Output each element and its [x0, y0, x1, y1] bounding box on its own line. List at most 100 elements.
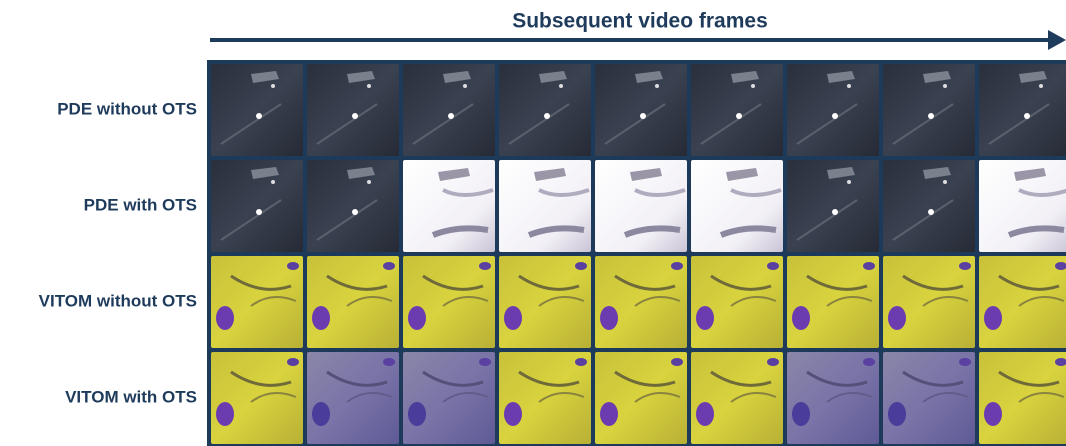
- instrument: [827, 71, 855, 83]
- marker-spot: [312, 402, 330, 426]
- frame-image: [979, 352, 1066, 444]
- instrument: [635, 71, 663, 83]
- video-frame: [307, 160, 399, 252]
- video-frame: [979, 352, 1066, 444]
- video-frame: [883, 64, 975, 156]
- tissue-fold: [422, 370, 484, 387]
- tissue-edge: [634, 188, 686, 197]
- video-frame: [403, 256, 495, 348]
- video-frame: [211, 352, 303, 444]
- tissue-fold: [1018, 392, 1065, 403]
- video-frame: [595, 64, 687, 156]
- tissue-edge: [700, 103, 762, 145]
- tissue-fold: [518, 370, 580, 387]
- glint: [448, 113, 454, 119]
- cells: [211, 64, 1066, 444]
- marker-spot: [696, 402, 714, 426]
- glint: [943, 84, 947, 88]
- marker-spot: [479, 262, 491, 270]
- tissue-edge: [796, 103, 858, 145]
- row-label: VITOM with OTS: [65, 387, 197, 406]
- frame-image: [883, 64, 975, 156]
- instrument: [726, 168, 758, 181]
- video-frame: [499, 352, 591, 444]
- glint: [1039, 84, 1043, 88]
- frame-image: [691, 64, 783, 156]
- video-frame: [787, 64, 879, 156]
- tissue-fold: [518, 274, 580, 291]
- tissue-fold: [614, 370, 676, 387]
- tissue-fold: [538, 296, 585, 307]
- tissue-edge: [604, 103, 666, 145]
- glint: [1024, 113, 1030, 119]
- marker-spot: [600, 306, 618, 330]
- tissue-fold: [902, 370, 964, 387]
- tissue-fold: [730, 296, 777, 307]
- glint: [832, 113, 838, 119]
- glint: [751, 84, 755, 88]
- video-frame: [979, 64, 1066, 156]
- tissue-edge: [623, 225, 681, 238]
- video-frame: [883, 256, 975, 348]
- tissue-fold: [998, 370, 1060, 387]
- glint: [943, 180, 947, 184]
- tissue-fold: [326, 370, 388, 387]
- instrument: [923, 71, 951, 83]
- marker-spot: [383, 358, 395, 366]
- tissue-fold: [710, 274, 772, 291]
- glint: [544, 113, 550, 119]
- marker-spot: [312, 306, 330, 330]
- glint: [463, 84, 467, 88]
- glint: [256, 113, 262, 119]
- marker-spot: [600, 402, 618, 426]
- tissue-fold: [250, 392, 297, 403]
- marker-spot: [408, 402, 426, 426]
- instrument: [1014, 168, 1046, 181]
- tissue-edge: [316, 103, 378, 145]
- instrument: [1019, 71, 1047, 83]
- marker-spot: [408, 306, 426, 330]
- video-frame: [883, 352, 975, 444]
- tissue-edge: [988, 103, 1050, 145]
- tissue-fold: [826, 392, 873, 403]
- instrument: [438, 168, 470, 181]
- marker-spot: [671, 262, 683, 270]
- instrument: [347, 71, 375, 83]
- tissue-edge: [508, 103, 570, 145]
- marker-spot: [696, 306, 714, 330]
- instrument: [539, 71, 567, 83]
- marker-spot: [216, 402, 234, 426]
- tissue-fold: [806, 274, 868, 291]
- video-frame: [403, 160, 495, 252]
- frame-image: [307, 64, 399, 156]
- marker-spot: [575, 358, 587, 366]
- tissue-edge: [892, 199, 954, 241]
- instrument: [251, 167, 279, 179]
- marker-spot: [767, 358, 779, 366]
- instrument: [347, 167, 375, 179]
- glint: [367, 180, 371, 184]
- tissue-edge: [796, 199, 858, 241]
- frame-image: [403, 64, 495, 156]
- tissue-fold: [902, 274, 964, 291]
- glint: [736, 113, 742, 119]
- tissue-fold: [250, 296, 297, 307]
- tissue-fold: [730, 392, 777, 403]
- tissue-edge: [538, 188, 590, 197]
- frame-image: [787, 64, 879, 156]
- tissue-fold: [1018, 296, 1065, 307]
- instrument: [534, 168, 566, 181]
- tissue-edge: [730, 188, 782, 197]
- marker-spot: [888, 402, 906, 426]
- marker-spot: [959, 262, 971, 270]
- tissue-fold: [538, 392, 585, 403]
- tissue-fold: [230, 274, 292, 291]
- row-label: PDE without OTS: [57, 99, 197, 118]
- glint: [847, 180, 851, 184]
- video-frame: [595, 256, 687, 348]
- tissue-fold: [442, 296, 489, 307]
- row-label: VITOM without OTS: [39, 291, 197, 310]
- marker-spot: [863, 358, 875, 366]
- marker-spot: [287, 358, 299, 366]
- tissue-fold: [998, 274, 1060, 291]
